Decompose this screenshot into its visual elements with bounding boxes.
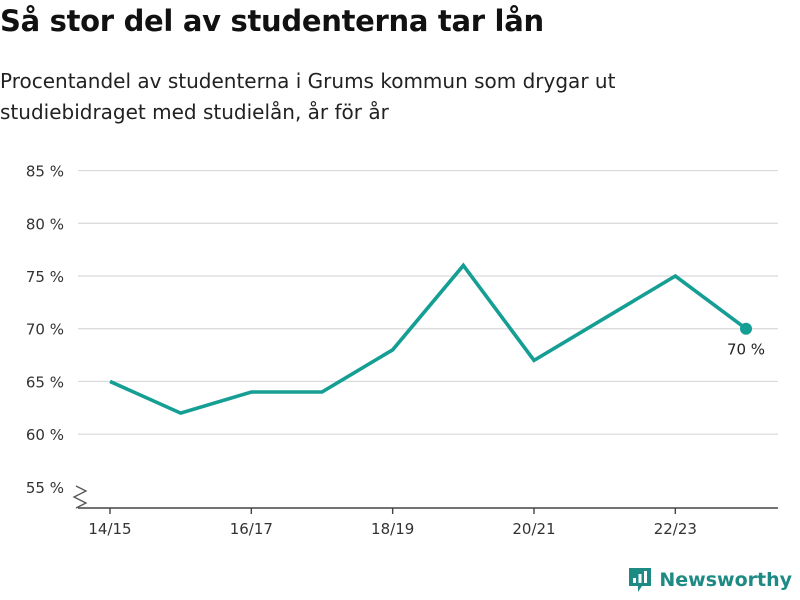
x-tick-label: 18/19 xyxy=(371,520,414,538)
chart-title: Så stor del av studenterna tar lån xyxy=(0,4,544,38)
y-tick-label: 80 % xyxy=(26,215,64,233)
x-tick-label: 14/15 xyxy=(88,520,131,538)
y-tick-label: 75 % xyxy=(26,268,64,286)
x-tick-label: 20/21 xyxy=(512,520,555,538)
y-tick-label: 55 % xyxy=(26,479,64,497)
y-tick-label: 60 % xyxy=(26,426,64,444)
y-tick-label: 65 % xyxy=(26,373,64,391)
x-tick-label: 16/17 xyxy=(230,520,273,538)
x-tick-label: 22/23 xyxy=(654,520,697,538)
axes xyxy=(72,485,778,514)
last-point-label: 70 % xyxy=(727,341,765,359)
y-tick-label: 85 % xyxy=(26,163,64,181)
newsworthy-brand: Newsworthy xyxy=(627,566,792,594)
y-tick-label: 70 % xyxy=(26,321,64,339)
series-layer xyxy=(109,262,752,416)
gridlines xyxy=(78,169,778,435)
axis-break-icon xyxy=(72,485,88,509)
brand-name: Newsworthy xyxy=(659,569,792,591)
newsworthy-logo-icon xyxy=(629,568,652,592)
chart-subtitle: Procentandel av studenterna i Grums komm… xyxy=(0,69,616,124)
last-point-marker xyxy=(740,322,752,335)
series-line xyxy=(109,262,748,416)
labels: 55 % 60 % 65 % 70 % 75 % 80 % 85 % 14/15 16/17 18… xyxy=(26,163,765,538)
